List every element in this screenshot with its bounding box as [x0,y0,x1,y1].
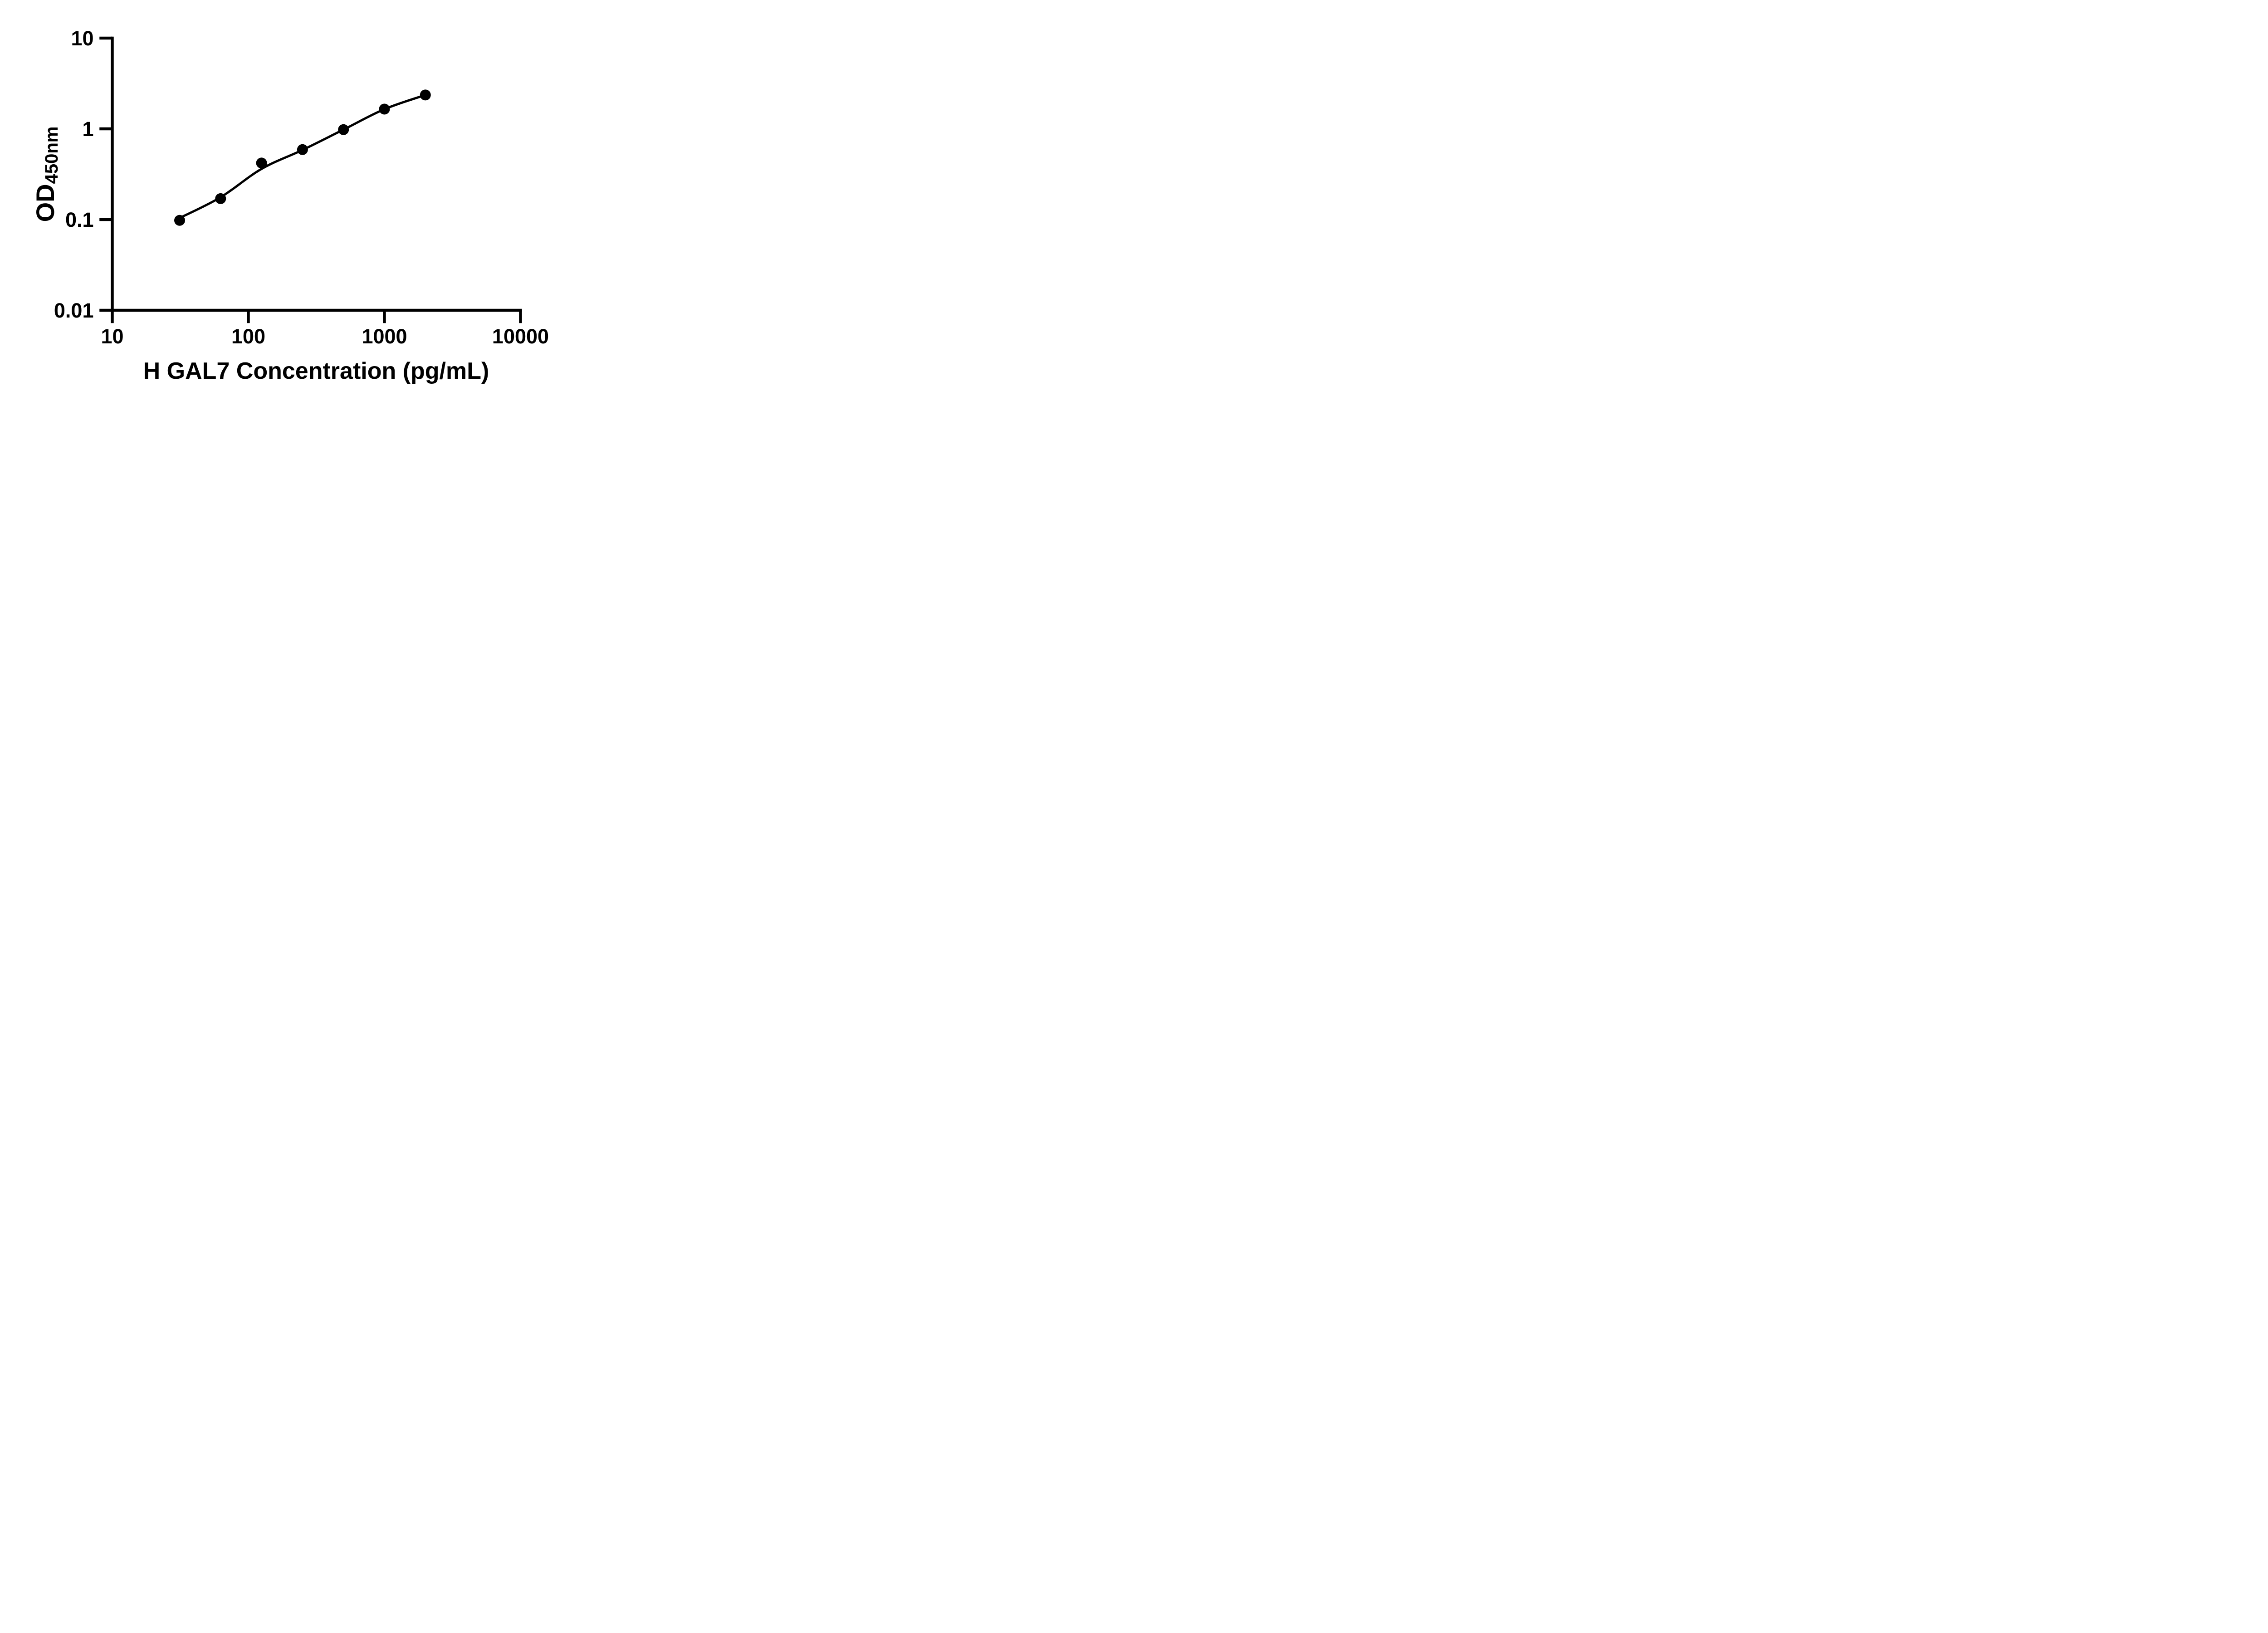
data-point-125 [256,157,267,169]
chart-canvas: 10 1 0.1 0.01 10 100 1000 10000 [54,27,549,348]
data-point-2000 [420,89,431,101]
data-point-1000 [379,103,390,115]
y-tick-label-1: 1 [82,117,93,141]
y-tick-label-0.1: 0.1 [65,208,94,231]
elisa-standard-curve-figure: 10 1 0.1 0.01 10 100 1000 10000 OD450nm H GAL7 … [0,0,583,408]
y-axis-title-main: OD [31,184,59,222]
y-axis-title: OD450nm [31,127,62,222]
y-tick-label-10: 10 [71,27,93,50]
x-tick-label-10000: 10000 [492,325,549,348]
data-point-500 [338,124,349,135]
x-tick-label-100: 100 [231,325,265,348]
x-tick-label-1000: 1000 [362,325,407,348]
y-tick-label-0.01: 0.01 [54,299,94,322]
data-point-250 [297,144,308,155]
x-tick-label-10: 10 [101,325,123,348]
data-point-31.25 [174,215,185,226]
x-axis-title: H GAL7 Concentration (pg/mL) [143,358,489,384]
data-point-62.5 [215,193,226,204]
y-axis-title-subscript: 450nm [42,126,62,184]
